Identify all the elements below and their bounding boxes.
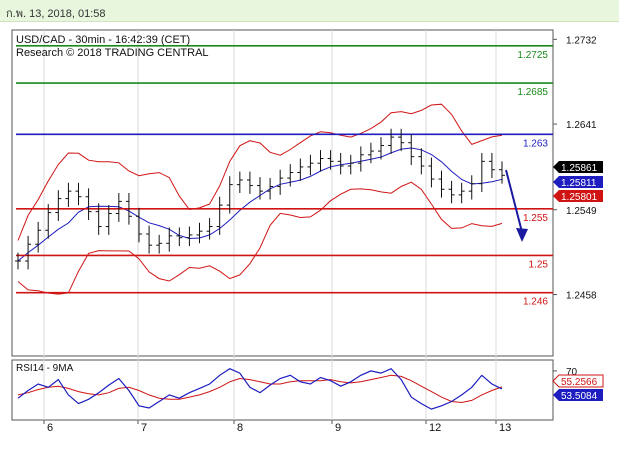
price-tag-box (553, 176, 603, 188)
time-tick-label: 12 (429, 422, 441, 434)
price-tag-box (553, 161, 603, 173)
moving-average-line (17, 147, 503, 262)
price-tag-label: 1.25861 (561, 163, 598, 174)
support-resistance-levels: 1.2725 1.2685 1.263 1.255 1.25 1.246 (16, 45, 553, 308)
price-tick-label: 1.2641 (566, 120, 597, 131)
rsi-tag-label: 55.2566 (561, 377, 598, 388)
price-bars (15, 128, 505, 270)
rsi-label: RSI14 - 9MA (16, 363, 74, 374)
time-tick-label: 7 (141, 422, 147, 434)
price-tag-label: 1.25811 (561, 178, 597, 189)
rsi-lines (17, 367, 503, 410)
rsi-tag-label: 53.5084 (561, 391, 598, 402)
price-tick-label: 1.2549 (566, 206, 597, 217)
time-tick-label: 8 (237, 422, 243, 434)
level-label: 1.25 (529, 259, 549, 270)
level-label: 1.263 (523, 138, 548, 149)
price-tag-label: 1.25801 (561, 192, 598, 203)
price-tick-label: 1.2458 (566, 291, 597, 302)
bollinger-upper-line (17, 103, 503, 241)
rsi-line (17, 367, 503, 410)
day-separators (43, 30, 497, 420)
bollinger-lower-line (17, 181, 503, 295)
level-label: 1.2725 (517, 50, 548, 61)
rsi-ma-line (17, 374, 503, 404)
rsi-tag-box (552, 374, 604, 388)
time-tick-label: 13 (499, 422, 511, 434)
level-label: 1.246 (523, 297, 548, 308)
projection-arrow (505, 169, 528, 242)
price-tick-label: 1.2732 (566, 35, 597, 46)
rsi-tick-label: 70 (566, 367, 578, 378)
rsi-tag-box (553, 389, 603, 401)
time-tick-label: 6 (47, 422, 53, 434)
price-panel-frame (11, 29, 554, 357)
price-tag-box (553, 190, 603, 202)
rsi-panel-frame (11, 359, 554, 421)
date-time-label: ก.พ. 13, 2018, 01:58 (6, 8, 106, 20)
chart-title: USD/CAD - 30min - 16:42:39 (CET) (16, 34, 190, 46)
level-label: 1.2685 (517, 87, 548, 98)
level-label: 1.255 (523, 213, 548, 224)
time-tick-label: 9 (335, 422, 341, 434)
date-time-bar: ก.พ. 13, 2018, 01:58 (0, 0, 619, 22)
price-axis: 1.2732 1.2641 1.2549 1.2458 (553, 35, 597, 302)
chart-subtitle: Research © 2018 TRADING CENTRAL (16, 47, 209, 59)
price-tags: 1.25861 1.25811 1.25801 (553, 161, 603, 203)
time-axis: 6 7 8 9 12 13 (43, 420, 511, 434)
